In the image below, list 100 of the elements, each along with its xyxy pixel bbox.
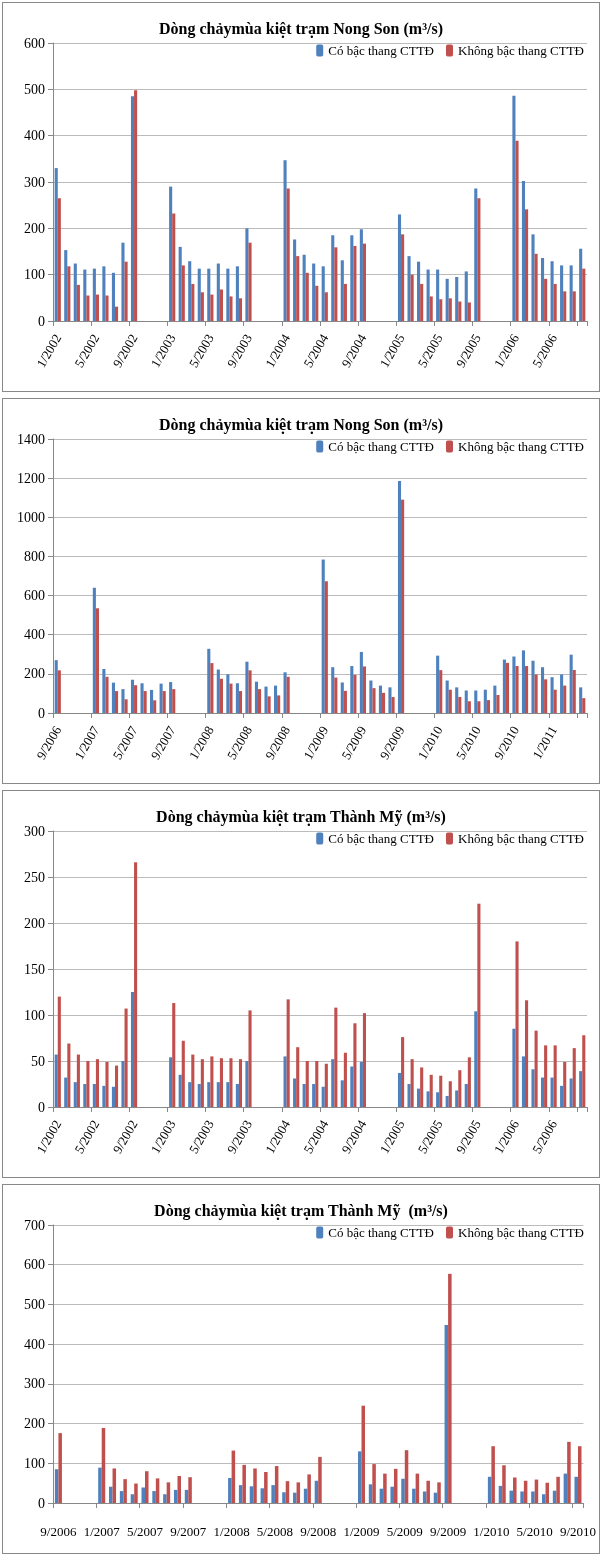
bar: [130, 96, 135, 321]
bar: [162, 691, 166, 713]
legend-label: Có bậc thang CTTĐ: [328, 831, 435, 846]
bar: [412, 1488, 416, 1503]
x-tick-label: 1/2009: [343, 1524, 380, 1539]
bar: [305, 272, 309, 321]
y-tick-label: 300: [24, 1376, 45, 1392]
chart-title: Dòng chảymùa kiệt trạm Nong Son (m³/s): [159, 19, 443, 38]
bar: [582, 1035, 586, 1107]
bar: [293, 239, 297, 321]
bar: [150, 689, 154, 713]
bar: [98, 1467, 102, 1503]
bar: [582, 698, 586, 713]
bar: [86, 295, 90, 321]
bar: [172, 1003, 176, 1107]
legend-label: Có bậc thang CTTĐ: [328, 43, 435, 58]
bar: [445, 278, 449, 321]
bar: [401, 1037, 405, 1107]
bar: [178, 246, 182, 321]
bar: [340, 682, 344, 713]
bar: [318, 1456, 322, 1503]
bar: [235, 683, 239, 713]
bar: [569, 654, 573, 713]
bar: [109, 1486, 113, 1503]
bar: [429, 296, 433, 321]
y-tick-label: 100: [24, 1007, 45, 1023]
x-tick-label: 5/2010: [516, 1524, 553, 1539]
y-tick-label: 500: [24, 81, 45, 97]
bar: [58, 1433, 62, 1503]
bar: [458, 696, 462, 713]
bar: [560, 265, 564, 321]
bar: [64, 250, 68, 321]
bar: [401, 1478, 405, 1503]
bar: [464, 271, 468, 321]
bar: [397, 1072, 402, 1107]
bar: [448, 1081, 452, 1107]
bar: [273, 685, 278, 713]
bar: [359, 229, 363, 321]
bar: [141, 1487, 146, 1503]
bar: [169, 682, 173, 713]
x-tick-label: 1/2008: [213, 1524, 250, 1539]
bar: [54, 660, 58, 713]
bar: [169, 1057, 173, 1107]
bar: [474, 1011, 478, 1107]
y-tick-label: 1200: [17, 470, 45, 486]
bar: [76, 284, 80, 321]
bar: [207, 648, 211, 713]
bar: [340, 260, 344, 321]
bar: [267, 696, 271, 713]
bar: [172, 689, 176, 713]
bar: [512, 1028, 516, 1107]
bar: [350, 1066, 354, 1107]
bar: [410, 274, 414, 321]
y-tick-label: 600: [24, 588, 45, 604]
y-tick-label: 800: [24, 548, 45, 564]
bar: [286, 188, 290, 321]
bar: [464, 690, 468, 713]
bar: [226, 674, 230, 713]
bar: [54, 1054, 58, 1107]
bar: [579, 248, 583, 321]
bar: [95, 294, 100, 321]
bar: [401, 234, 405, 321]
bar: [143, 691, 147, 713]
bar: [343, 1052, 347, 1107]
bar: [397, 481, 402, 713]
bar: [286, 999, 290, 1107]
bar: [86, 1061, 90, 1107]
y-tick-label: 400: [24, 627, 45, 643]
bar: [540, 667, 545, 713]
bar: [102, 668, 106, 713]
bar: [283, 672, 287, 713]
y-tick-label: 0: [38, 705, 45, 721]
bar: [124, 1008, 128, 1107]
bar: [254, 681, 259, 713]
bar: [73, 263, 77, 321]
bar: [458, 1070, 462, 1107]
bar: [362, 666, 367, 713]
bar: [321, 1086, 325, 1107]
bar: [426, 1480, 430, 1503]
bar: [560, 674, 564, 713]
bar: [153, 700, 157, 713]
bar: [525, 666, 529, 713]
bar: [448, 689, 452, 713]
bar: [455, 276, 459, 321]
bar: [207, 268, 211, 321]
bar: [448, 1273, 452, 1503]
bar: [439, 670, 443, 713]
bar: [556, 1476, 560, 1503]
bar: [553, 689, 557, 713]
bar: [343, 283, 347, 321]
bar: [283, 1056, 287, 1107]
bar: [534, 674, 538, 713]
bar: [305, 1061, 309, 1107]
bar: [57, 670, 61, 713]
bar: [121, 689, 125, 713]
bar: [410, 1059, 414, 1107]
bar: [417, 261, 421, 321]
bar: [264, 686, 268, 713]
bar: [353, 674, 357, 713]
bar: [130, 992, 135, 1107]
